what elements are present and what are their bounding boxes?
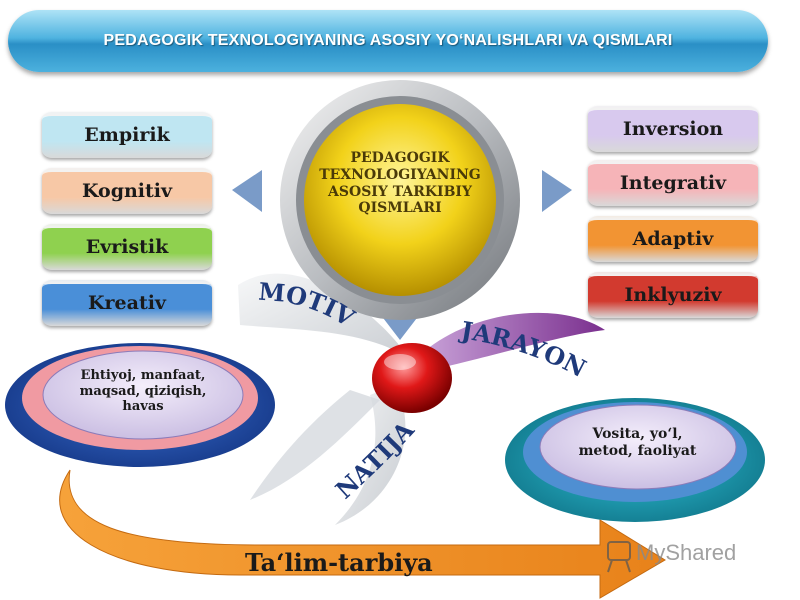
right-item-label: Inklyuziv [624, 284, 722, 306]
jarayon-detail: Vosita, yo‘l, metod, faoliyat [570, 426, 705, 460]
motiv-detail-line: havas [122, 399, 164, 415]
watermark-text: MyShared [636, 540, 737, 565]
swirl-arm-jarayon [420, 312, 605, 370]
left-item-fill [42, 224, 212, 270]
left-item-fill [42, 168, 212, 214]
pointer-down [380, 314, 420, 340]
right-item-fill [588, 216, 758, 262]
right-item-inklyuziv: Inklyuziv [588, 272, 758, 318]
left-item-fill [42, 112, 212, 158]
left-item-fill [42, 280, 212, 326]
center-title-line: TEXNOLOGIYANING [319, 166, 481, 183]
center-title: PEDAGOGIK TEXNOLOGIYANING ASOSIY TARKIBI… [300, 150, 500, 217]
center-title-line: ASOSIY TARKIBIY [328, 183, 472, 200]
watermark-icon [607, 541, 631, 573]
pointer-right [542, 170, 572, 212]
right-item-adaptiv: Adaptiv [588, 216, 758, 262]
title-banner: PEDAGOGIK TEXNOLOGIYANING ASOSIY YO‘NALI… [8, 10, 768, 72]
center-title-line: QISMLARI [358, 200, 442, 217]
motiv-detail-line: maqsad, qiziqish, [79, 383, 207, 399]
jarayon-detail-line: metod, faoliyat [578, 442, 697, 459]
right-item-label: Adaptiv [632, 228, 714, 250]
left-item-label: Kreativ [88, 292, 166, 314]
left-item-empirik: Empirik [42, 112, 212, 158]
right-item-label: Integrativ [619, 172, 727, 194]
pointer-left [232, 170, 262, 212]
jarayon-detail-line: Vosita, yo‘l, [592, 426, 683, 442]
page-title: PEDAGOGIK TEXNOLOGIYANING ASOSIY YO‘NALI… [103, 32, 673, 49]
right-item-integrativ: Integrativ [588, 160, 758, 206]
right-item-fill [588, 160, 758, 206]
right-item-fill [588, 272, 758, 318]
left-item-evristik: Evristik [42, 224, 212, 270]
right-item-inversion: Inversion [588, 106, 758, 152]
result-arrow [59, 469, 666, 599]
swirl-arm-natija [335, 385, 406, 525]
left-item-kognitiv: Kognitiv [42, 168, 212, 214]
right-item-fill [588, 106, 758, 152]
motiv-detail-line: Ehtiyoj, manfaat, [80, 368, 206, 383]
result-label: Ta‘lim-tarbiya [245, 548, 433, 577]
left-item-label: Empirik [84, 124, 170, 146]
left-item-label: Kognitiv [81, 180, 173, 202]
center-title-line: PEDAGOGIK [350, 150, 450, 166]
right-item-label: Inversion [622, 118, 724, 140]
center-red-ball [372, 343, 452, 413]
left-item-kreativ: Kreativ [42, 280, 212, 326]
left-item-label: Evristik [85, 236, 169, 258]
swirl-arm-motiv [238, 273, 410, 360]
motiv-detail: Ehtiyoj, manfaat, maqsad, qiziqish, hava… [68, 368, 218, 415]
